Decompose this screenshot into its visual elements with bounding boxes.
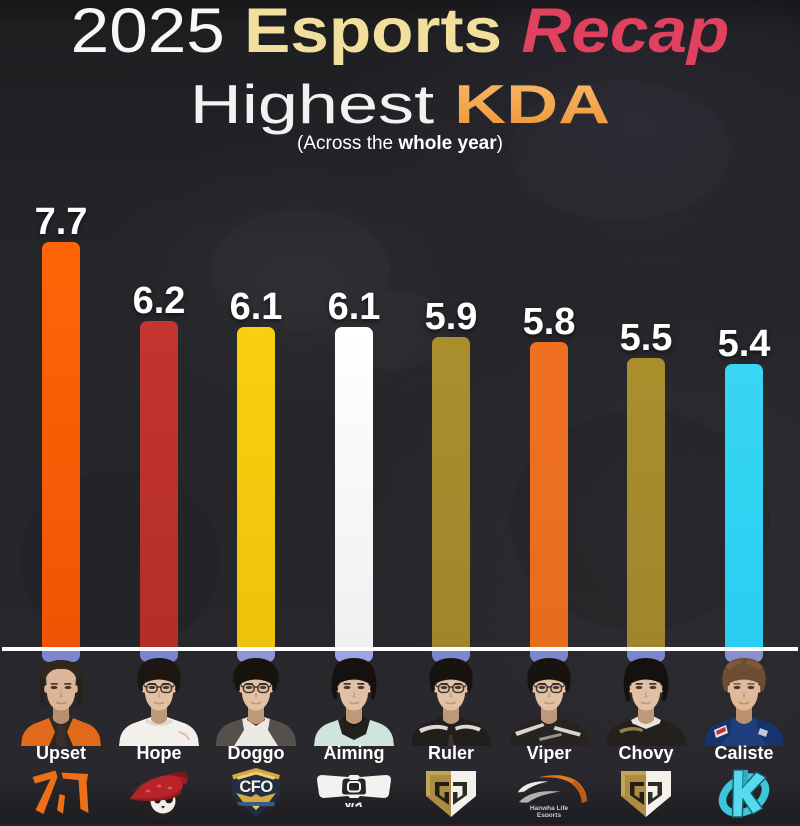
svg-text:CFO: CFO xyxy=(239,778,273,796)
svg-text:Esports: Esports xyxy=(537,812,562,817)
svg-text:Hanwha Life: Hanwha Life xyxy=(530,805,569,812)
